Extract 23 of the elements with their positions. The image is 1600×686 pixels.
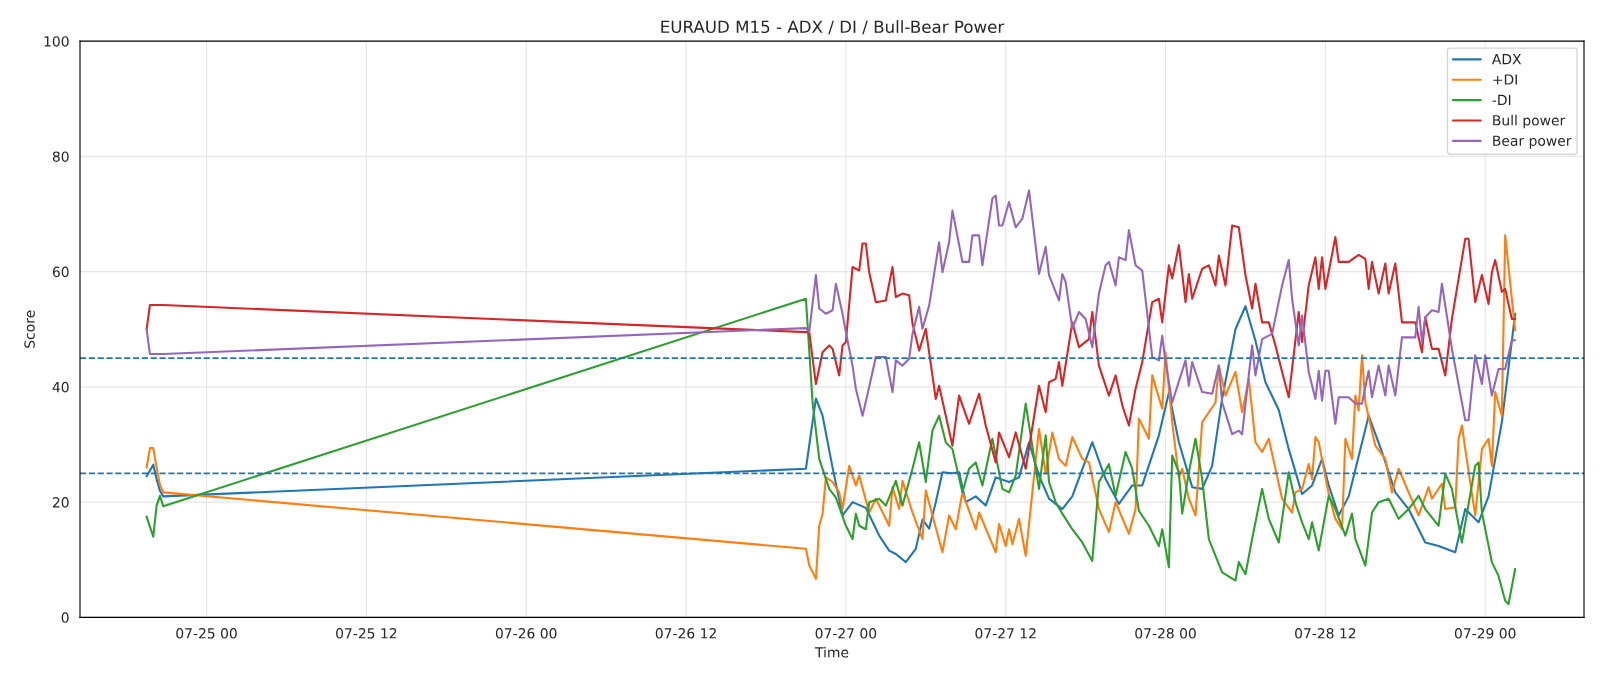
x-tick-label: 07-27 00 [815, 628, 877, 639]
x-tick-label: 07-29 00 [1454, 628, 1516, 639]
x-tick-label: 07-27 12 [975, 628, 1036, 639]
x-axis-title: Time [814, 646, 849, 658]
y-tick-label: 60 [52, 266, 69, 278]
x-tick-label: 07-26 00 [495, 628, 557, 639]
y-tick-label: 80 [52, 151, 69, 162]
y-tick-label: 40 [52, 381, 69, 393]
legend-label: -DI [1492, 94, 1511, 105]
legend-label: Bear power [1493, 135, 1572, 149]
y-axis-title: Score [24, 310, 35, 348]
chart-title: EURAUD M15 - ADX / DI / Bull-Bear Power [661, 20, 1005, 35]
legend-label: +DI [1493, 74, 1517, 85]
y-tick-label: 100 [44, 36, 69, 47]
x-tick-label: 07-25 12 [336, 628, 397, 639]
x-tick-label: 07-26 12 [655, 628, 716, 639]
x-tick-label: 07-28 00 [1135, 628, 1196, 639]
x-tick-label: 07-25 00 [176, 628, 237, 639]
legend-label: Bull power [1493, 114, 1566, 129]
y-tick-label: 20 [52, 497, 69, 508]
legend-label: ADX [1491, 54, 1522, 65]
x-tick-label: 07-28 12 [1295, 628, 1356, 639]
y-tick-label: 0 [61, 612, 69, 623]
